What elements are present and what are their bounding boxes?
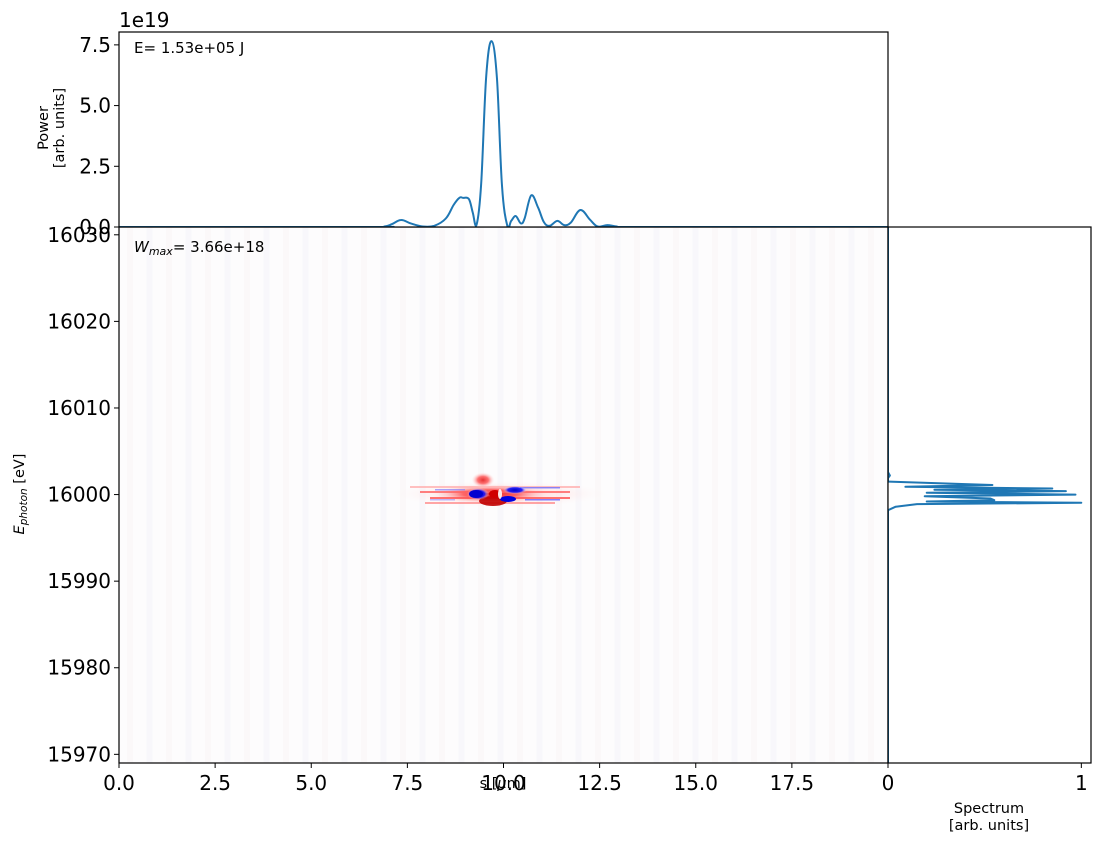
wmax-annotation: Wmax= 3.66e+18 <box>134 238 264 258</box>
x-tick-label: 2.5 <box>199 771 231 795</box>
power-y-tick-label: 7.5 <box>79 33 111 57</box>
x-tick-label: 0.0 <box>103 771 135 795</box>
spectrum-x-tick-label: 1 <box>1075 771 1088 795</box>
x-tick-label: 7.5 <box>391 771 423 795</box>
spectrum-x-label-line2: [arb. units] <box>949 818 1029 834</box>
power-offset-text: 1e19 <box>119 8 169 32</box>
power-y-axis-label: Power [arb. units] <box>36 88 68 168</box>
wigner-panel: Wmax= 3.66e+18 0.0 2.5 5.0 7.5 10.0 12.5 15.0 1… <box>12 223 889 795</box>
spectrum-x-tick-label: 0 <box>882 771 895 795</box>
y-tick-label: 16020 <box>47 309 111 333</box>
x-tick-label: 17.5 <box>770 771 815 795</box>
wigner-y-axis-ticks: 15970 15980 15990 16000 16010 16020 16030 <box>47 223 119 766</box>
power-y-tick-label: 0.0 <box>79 215 111 239</box>
svg-text:Power: Power <box>36 106 52 150</box>
y-tick-label: 16010 <box>47 396 111 420</box>
power-y-tick-label: 5.0 <box>79 94 111 118</box>
x-tick-label: 10.0 <box>481 771 526 795</box>
x-tick-label: 15.0 <box>673 771 718 795</box>
power-axes-frame <box>118 31 889 228</box>
spectrum-line <box>888 227 1083 763</box>
wigner-x-axis-ticks: 0.0 2.5 5.0 7.5 10.0 12.5 15.0 17.5 <box>103 763 889 795</box>
x-tick-label: 5.0 <box>295 771 327 795</box>
svg-text:[arb. units]: [arb. units] <box>52 88 68 168</box>
y-tick-label: 15980 <box>47 656 111 680</box>
spectrum-axes-frame <box>887 226 1092 764</box>
y-tick-label: 15970 <box>47 742 111 766</box>
power-panel: 0.0 2.5 5.0 7.5 1e19 E= 1.53e+05 J Power [a… <box>36 8 889 239</box>
heatmap-image <box>127 227 888 763</box>
y-tick-label: 16030 <box>47 223 111 247</box>
power-line <box>119 40 888 227</box>
y-tick-label: 15990 <box>47 569 111 593</box>
wigner-y-axis-label: Ephoton [eV] <box>12 454 30 535</box>
x-tick-label: 12.5 <box>577 771 622 795</box>
spectrum-x-label-line1: Spectrum <box>954 801 1024 817</box>
energy-annotation: E= 1.53e+05 J <box>134 39 244 57</box>
wigner-x-axis-label: s [μm] <box>480 776 527 792</box>
power-y-axis-ticks: 0.0 2.5 5.0 7.5 <box>79 33 119 239</box>
y-tick-label: 16000 <box>47 483 111 507</box>
power-y-tick-label: 2.5 <box>79 154 111 178</box>
